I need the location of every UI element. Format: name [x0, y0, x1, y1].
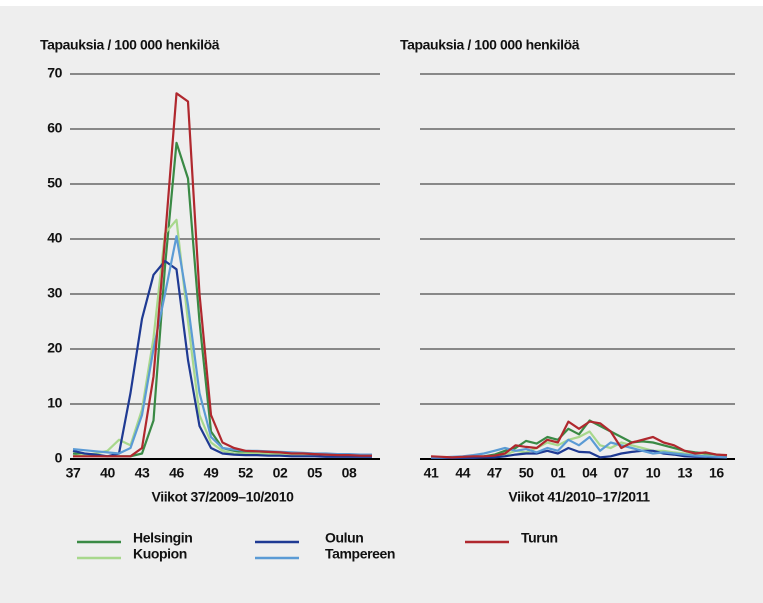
top-band — [0, 0, 763, 6]
legend-label: Turun — [521, 530, 558, 546]
x-tick-label: 49 — [204, 465, 219, 481]
series-line — [73, 92, 372, 458]
x-tick-label: 02 — [273, 465, 288, 481]
y-tick-label: 50 — [47, 175, 62, 191]
x-tick-label: 13 — [677, 465, 692, 481]
legend-label: Tampereen — [325, 546, 395, 562]
series-line — [431, 446, 727, 459]
x-tick-label: 40 — [100, 465, 115, 481]
series-line — [430, 420, 728, 459]
x-tick-label: 01 — [550, 465, 565, 481]
legend-label: Helsingin — [133, 530, 192, 546]
y-axis-label: Tapauksia / 100 000 henkilöä — [40, 37, 220, 53]
x-tick-label: 37 — [66, 465, 81, 481]
y-tick-label: 70 — [47, 65, 62, 81]
legend-label: Kuopion — [133, 546, 187, 562]
x-tick-label: 04 — [582, 465, 597, 481]
y-tick-label: 40 — [47, 230, 62, 246]
x-tick-label: 50 — [519, 465, 534, 481]
series-line — [72, 259, 372, 458]
x-tick-label: 43 — [135, 465, 150, 481]
x-tick-label: 07 — [614, 465, 629, 481]
y-tick-label: 60 — [47, 120, 62, 136]
x-axis-label: Viikot 37/2009–10/2010 — [152, 489, 295, 505]
y-tick-label: 0 — [55, 450, 63, 466]
series-line — [72, 141, 372, 458]
x-tick-label: 10 — [646, 465, 661, 481]
x-tick-label: 08 — [342, 465, 357, 481]
x-tick-label: 05 — [307, 465, 322, 481]
series-line — [431, 435, 728, 459]
legend-label: Oulun — [325, 530, 363, 546]
y-axis-label: Tapauksia / 100 000 henkilöä — [400, 37, 580, 53]
x-tick-label: 52 — [238, 465, 253, 481]
series-line — [72, 235, 372, 456]
y-tick-label: 20 — [47, 340, 62, 356]
x-axis-label: Viikot 41/2010–17/2011 — [508, 489, 650, 505]
x-tick-label: 47 — [487, 465, 502, 481]
x-tick-label: 46 — [169, 465, 184, 481]
y-tick-label: 10 — [47, 395, 62, 411]
x-tick-label: 16 — [709, 465, 724, 481]
y-tick-label: 30 — [47, 285, 62, 301]
series-line — [72, 218, 372, 458]
x-tick-label: 44 — [455, 465, 470, 481]
x-tick-label: 41 — [424, 465, 439, 481]
